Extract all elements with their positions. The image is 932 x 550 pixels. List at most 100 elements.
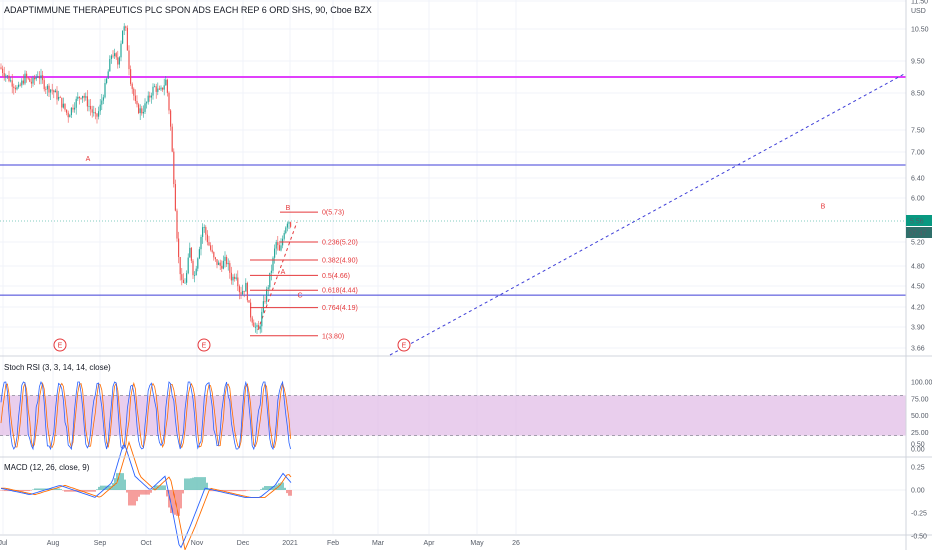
candle-body [82,95,84,99]
candle-body [272,257,274,271]
candle-body [24,73,26,84]
trend-lines[interactable] [257,72,907,356]
macd-histogram-bar [240,490,242,492]
x-tick-label: Oct [141,540,152,547]
x-tick-label: 2021 [282,540,298,547]
countdown-box [906,227,932,238]
macd-histogram-bar [66,490,68,492]
macd-histogram-bar [250,490,252,491]
fib-level-label: 0.618(4.44) [322,288,358,295]
macd-histogram-bar [234,490,236,492]
macd-histogram-bar [172,490,174,514]
candle-body [133,88,135,96]
earnings-event-marker[interactable]: E [197,338,211,352]
price-tick-label: 3.66 [911,346,925,353]
macd-histogram-bar [72,490,74,492]
candle-body [80,97,82,99]
x-tick-label: Dec [237,540,250,547]
candle-body [264,301,266,302]
macd-histogram-bar [54,488,56,490]
earnings-event-marker[interactable]: E [53,338,67,352]
fib-level-label: 1(3.80) [322,333,344,340]
candle-body [229,263,231,273]
macd-title: MACD (12, 26, close, 9) [4,463,90,472]
price-tick-label: 4.80 [911,264,925,271]
candle-body [269,272,271,288]
macd-histogram-bar [136,490,138,502]
fibonacci-retracement[interactable]: 0(5.73) 0.236(5.20) 0.382(4.90) 0.5(4.66) 0.… [250,210,358,341]
candle-body [213,252,215,258]
macd-histogram-bar [104,485,106,490]
event-marker-label: E [402,343,407,350]
macd-tick-label: -0.25 [911,511,927,518]
macd-histogram-bar [262,487,264,490]
macd-histogram-bar [206,482,208,490]
event-marker-circle[interactable] [197,338,211,352]
macd-histogram-bar [192,477,194,490]
price-tick-label: 8.50 [911,91,925,98]
trend-line-dashed[interactable] [389,72,907,356]
candle-body [234,276,236,279]
candle-body [163,85,165,90]
x-tick-label: Feb [327,540,339,547]
wave-trend-line[interactable] [257,221,298,331]
macd-histogram-bar [186,478,188,490]
candle-body [10,80,12,82]
candle-body [96,113,98,117]
macd-histogram-bar [190,478,192,490]
candle-body [98,111,100,117]
event-marker-circle[interactable] [53,338,67,352]
candle-body [22,80,24,84]
candle-body [248,300,250,303]
candle-body [173,151,175,185]
macd-histogram-bar [138,490,140,497]
candle-body [134,95,136,101]
macd-histogram-bar [236,490,238,492]
macd-histogram-bar [274,486,276,490]
candle-body [40,75,42,79]
price-tick-label: 3.90 [911,325,925,332]
macd-histogram-bar [282,482,284,490]
macd-histogram-bar [44,488,46,490]
macd-histogram-bar [228,490,230,492]
macd-histogram-bar [96,489,98,490]
macd-histogram-bar [126,490,128,493]
candle-body [270,270,272,273]
candle-body [280,245,282,251]
horizontal-lines[interactable] [0,76,906,296]
rsi-band [0,395,906,436]
candle-body [227,263,229,265]
candle-body [189,247,191,258]
macd-histogram-bar [230,490,232,492]
candle-body [174,184,176,211]
last-price-label: 5.56 [910,219,924,226]
candle-body [61,97,63,108]
macd-histogram-bar [272,486,274,490]
price-tick-label: 4.50 [911,284,925,291]
candle-body [155,86,157,92]
macd-histogram-bar [194,477,196,490]
candle-body [258,325,260,330]
macd-histogram-bar [130,490,132,506]
macd-histogram-bar [100,485,102,490]
macd-histogram-bar [30,490,32,491]
candle-body [38,76,40,79]
candle-body [261,311,263,327]
event-marker-circle[interactable] [397,338,411,352]
candle-body [29,78,31,82]
candle-body [107,71,109,79]
countdown-label: 07:47 [909,231,927,238]
macd-histogram-bar [152,489,154,490]
candle-body [53,90,55,93]
earnings-event-marker[interactable]: E [397,338,411,352]
candle-body [43,80,45,90]
macd-histogram-bar [38,488,40,490]
candle-body [245,282,247,292]
candle-body [67,112,69,118]
candle-body [198,249,200,259]
candle-body [274,248,276,258]
candle-body [112,55,114,57]
candle-body [267,287,269,290]
